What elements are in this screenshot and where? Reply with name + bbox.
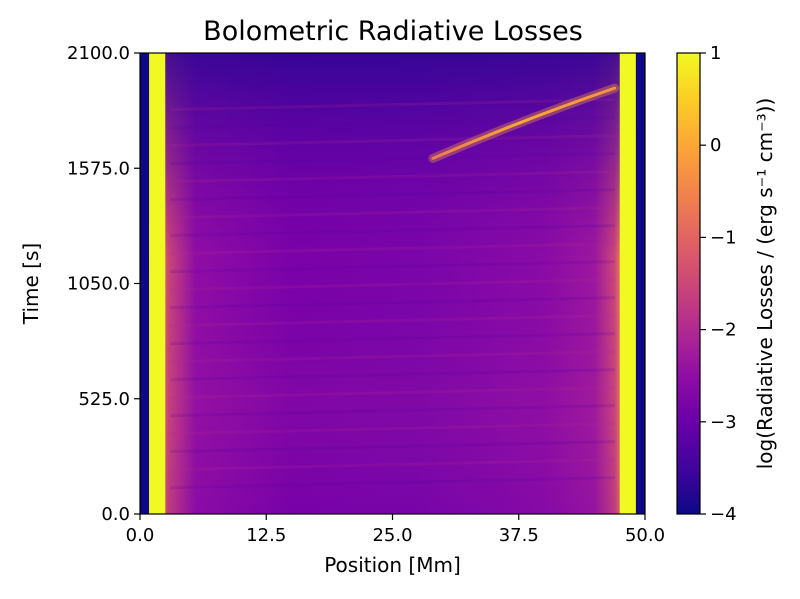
colorbar-gradient <box>676 52 701 515</box>
heatmap-band <box>170 368 615 382</box>
y-tick-label: 1050.0 <box>67 274 130 295</box>
colorbar-tick-label: −3 <box>710 412 737 433</box>
heatmap-band <box>170 404 615 418</box>
heatmap-band <box>170 260 615 274</box>
colorbar-label: log(Radiative Losses / (erg s⁻¹ cm⁻³)) <box>753 98 777 470</box>
chart-title: Bolometric Radiative Losses <box>203 16 583 47</box>
heatmap-band-layer <box>170 98 615 490</box>
y-tick-label: 2100.0 <box>67 43 130 64</box>
heatmap-band <box>170 314 615 328</box>
y-axis-label: Time [s] <box>19 243 43 325</box>
colorbar-tick-label: 1 <box>710 43 721 64</box>
heatmap-band <box>170 440 615 454</box>
heatmap-band <box>170 350 615 364</box>
colorbar-tick-label: −4 <box>710 504 737 525</box>
heatmap-band <box>170 152 615 166</box>
heatmap-band <box>170 170 615 184</box>
colorbar-ticks: −4 −3 −2 −1 0 1 <box>700 43 737 525</box>
x-axis-label: Position [Mm] <box>324 553 461 577</box>
heatmap-band <box>170 116 615 130</box>
heatmap-band <box>170 476 615 490</box>
left-edge-region <box>140 53 150 514</box>
y-tick-label: 525.0 <box>78 389 130 410</box>
heatmap-band <box>170 278 615 292</box>
heatmap-band <box>170 332 615 346</box>
y-tick-label: 1575.0 <box>67 158 130 179</box>
condensation-track-glow <box>428 83 620 163</box>
colorbar-tick-label: −1 <box>710 227 737 248</box>
heatmap-band <box>170 188 615 202</box>
heatmap-band <box>170 242 615 256</box>
x-tick-label: 0.0 <box>126 525 155 546</box>
condensation-track <box>431 86 617 160</box>
heatmap-band <box>170 206 615 220</box>
y-axis: 0.0 525.0 1050.0 1575.0 2100.0 <box>67 43 140 525</box>
x-tick-label: 12.5 <box>246 525 286 546</box>
heatmap-band <box>170 422 615 436</box>
heatmap-time-shading <box>140 53 645 514</box>
footpoint-layer <box>140 53 645 514</box>
right-footpoint-region <box>619 53 636 514</box>
heatmap-band <box>170 386 615 400</box>
heatmap-band <box>170 134 615 148</box>
left-footpoint-region <box>149 53 166 514</box>
heatmap-band <box>170 296 615 310</box>
colorbar-tick-label: −2 <box>710 320 737 341</box>
heatmap-plot-area <box>140 53 645 514</box>
x-axis: 0.0 12.5 25.0 37.5 50.0 <box>126 514 665 546</box>
x-tick-label: 50.0 <box>625 525 665 546</box>
colorbar-tick-label: 0 <box>710 135 721 156</box>
heatmap-band <box>170 98 615 112</box>
right-edge-region <box>635 53 645 514</box>
y-tick-label: 0.0 <box>101 504 130 525</box>
heatmap-band <box>170 458 615 472</box>
x-tick-label: 25.0 <box>372 525 412 546</box>
colorbar: −4 −3 −2 −1 0 1 log(Radiative Losses / (erg s… <box>676 43 777 525</box>
heatmap-band <box>170 224 615 238</box>
x-tick-label: 37.5 <box>499 525 539 546</box>
